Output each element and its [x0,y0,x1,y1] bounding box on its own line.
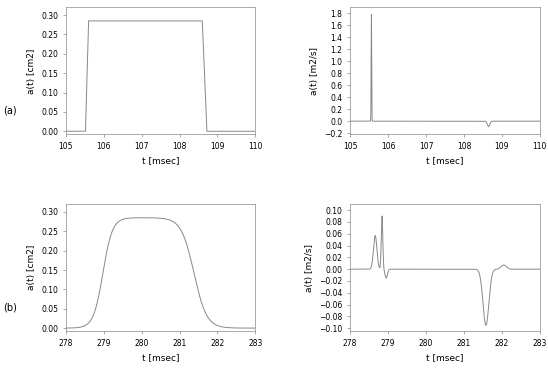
Text: (b): (b) [3,302,16,312]
Y-axis label: a(t) [cm2]: a(t) [cm2] [26,245,36,290]
X-axis label: t [msec]: t [msec] [426,156,464,166]
Y-axis label: a(t) [m2/s]: a(t) [m2/s] [305,244,313,292]
X-axis label: t [msec]: t [msec] [426,353,464,362]
Text: (a): (a) [3,105,16,115]
X-axis label: t [msec]: t [msec] [142,156,179,166]
Y-axis label: a(t) [cm2]: a(t) [cm2] [26,48,36,93]
X-axis label: t [msec]: t [msec] [142,353,179,362]
Y-axis label: a(t) [m2/s]: a(t) [m2/s] [310,47,318,95]
